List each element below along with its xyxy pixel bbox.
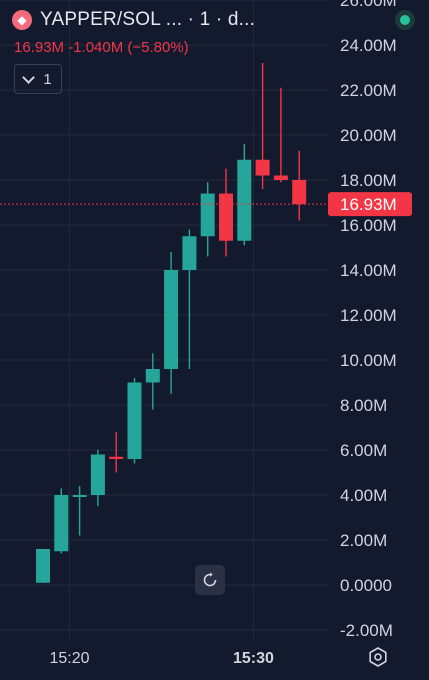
current-price-badge bbox=[328, 192, 412, 217]
y-tick-label: 6.00M bbox=[340, 441, 387, 460]
y-tick-label: 20.00M bbox=[340, 126, 397, 145]
reset-chart-button[interactable] bbox=[195, 565, 225, 595]
chevron-down-icon bbox=[22, 70, 36, 84]
candle-body bbox=[90, 454, 105, 495]
x-tick-label: 15:20 bbox=[50, 650, 90, 667]
x-tick-label: 15:30 bbox=[233, 650, 274, 667]
token-logo-icon: ◆ bbox=[12, 10, 32, 30]
candle-body bbox=[109, 456, 124, 459]
y-tick-label: 22.00M bbox=[340, 81, 397, 100]
candle-body bbox=[237, 159, 252, 241]
candle-body bbox=[54, 495, 69, 552]
candle-body bbox=[164, 270, 179, 369]
candle-series bbox=[36, 63, 307, 583]
price-change-quote: 16.93M -1.040M (−5.80%) bbox=[14, 39, 189, 56]
y-tick-label: 14.00M bbox=[340, 261, 397, 280]
y-tick-label: 0.0000 bbox=[340, 576, 392, 595]
y-tick-label: 24.00M bbox=[340, 36, 397, 55]
time-axis[interactable]: 15:20 15:30 bbox=[50, 650, 275, 667]
chart-header: ◆ YAPPER/SOL ... · 1 · d... bbox=[12, 6, 417, 34]
y-tick-label: 4.00M bbox=[340, 486, 387, 505]
price-axis[interactable]: -2.00M 0.0000 2.00M 4.00M 6.00M 8.00M 10.00M 12… bbox=[328, 0, 412, 640]
indicators-toggle-button[interactable]: 1 bbox=[14, 64, 62, 94]
chart-settings-button[interactable] bbox=[366, 645, 390, 669]
candle-body bbox=[292, 180, 307, 205]
gear-icon bbox=[369, 647, 387, 667]
y-tick-label: 8.00M bbox=[340, 396, 387, 415]
candle-body bbox=[219, 193, 233, 241]
candle-body bbox=[127, 382, 142, 459]
y-tick-label: -2.00M bbox=[340, 621, 393, 640]
candle-body bbox=[200, 193, 215, 237]
rotate-icon bbox=[203, 572, 217, 587]
candle-body bbox=[72, 495, 87, 497]
candle-body bbox=[145, 369, 160, 383]
y-tick-label: 12.00M bbox=[340, 306, 397, 325]
y-tick-label: 2.00M bbox=[340, 531, 387, 550]
current-price-label: 16.93M bbox=[340, 195, 397, 214]
symbol-title[interactable]: YAPPER/SOL ... · 1 · d... bbox=[40, 9, 256, 30]
candle-body bbox=[36, 549, 50, 583]
market-status-icon[interactable] bbox=[395, 10, 415, 30]
y-tick-label: 10.00M bbox=[340, 351, 397, 370]
candle-body bbox=[273, 175, 288, 180]
y-tick-label: 26.00M bbox=[340, 0, 397, 10]
candle-body bbox=[255, 159, 270, 176]
chart-grid bbox=[0, 0, 328, 640]
indicator-count: 1 bbox=[43, 70, 52, 88]
y-tick-label: 18.00M bbox=[340, 171, 397, 190]
y-tick-label: 16.00M bbox=[340, 216, 397, 235]
candle-body bbox=[182, 236, 197, 270]
